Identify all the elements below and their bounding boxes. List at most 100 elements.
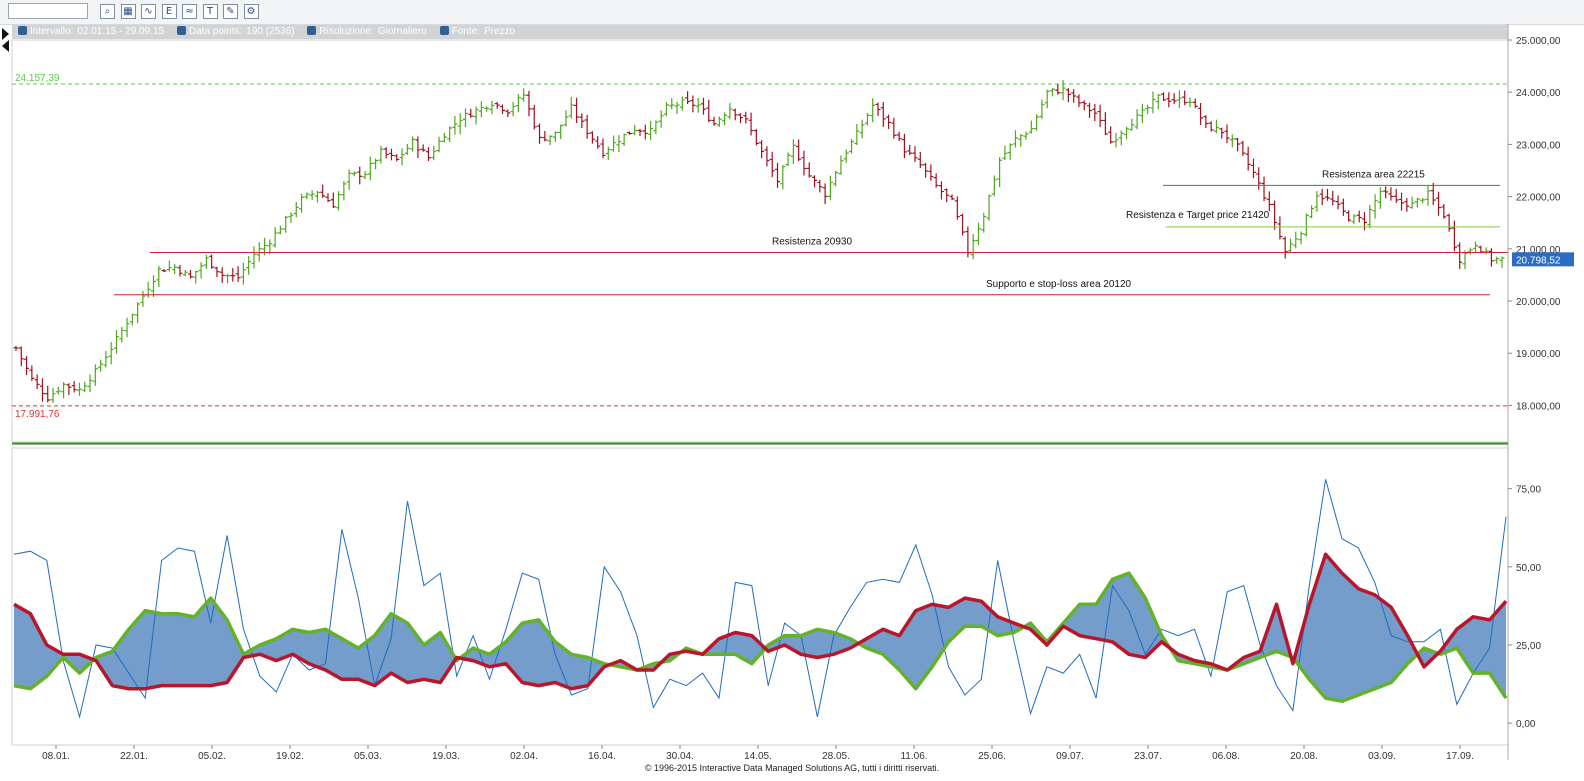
ohlc-bar (277, 225, 283, 235)
ohlc-bar (1393, 188, 1399, 203)
ohlc-bar (119, 326, 125, 343)
ohlc-bar (1266, 191, 1272, 212)
ohlc-bar (949, 194, 955, 201)
xtick-label: 28.05. (822, 751, 850, 762)
ohlc-bar (1049, 88, 1055, 97)
ohlc-bar (1372, 194, 1378, 219)
ohlc-bar (870, 98, 876, 123)
ohlc-bar (1261, 176, 1267, 202)
ohlc-bar (616, 134, 622, 153)
compare-icon[interactable]: ≈ (182, 4, 197, 19)
xtick-label: 17.09. (1446, 751, 1474, 762)
price-ytick-label: 25.000,00 (1516, 36, 1561, 47)
ohlc-bar (410, 136, 416, 152)
ohlc-bar (637, 128, 643, 136)
high-value-label: 24.157,39 (15, 73, 60, 84)
ohlc-bar (690, 95, 696, 113)
ohlc-bar (568, 97, 574, 119)
dmi-legend[interactable]: DMI (14) (12, 452, 66, 463)
ohlc-bar (378, 145, 384, 164)
zoom-icon[interactable]: ⌕ (100, 4, 115, 19)
ohlc-bar (1309, 205, 1315, 219)
ohlc-bar (1044, 89, 1050, 109)
ohlc-bar (923, 162, 929, 178)
ohlc-bar (1245, 146, 1251, 171)
ohlc-bar (478, 101, 484, 118)
ohlc-bar (1124, 126, 1130, 140)
ohlc-bar (859, 119, 865, 139)
ohlc-bar (166, 260, 172, 272)
ohlc-bar (1399, 192, 1405, 211)
ohlc-bar (108, 342, 114, 365)
ohlc-bar (1282, 236, 1288, 259)
ohlc-bar (1108, 126, 1114, 144)
ohlc-bar (135, 302, 141, 324)
line-chart-icon[interactable]: ∿ (141, 4, 156, 19)
ohlc-bar (764, 146, 770, 167)
ohlc-bar (854, 123, 860, 145)
ohlc-bar (172, 264, 178, 275)
resolution-icon (307, 26, 317, 35)
ohlc-bar (653, 120, 659, 134)
text-icon[interactable]: T (202, 4, 218, 19)
ohlc-bar (1097, 104, 1103, 128)
ohlc-bar (129, 313, 135, 326)
ohlc-bar (299, 193, 305, 213)
ohlc-bar (452, 115, 458, 135)
ohlc-bar (759, 140, 765, 159)
low-value-label: 17.991,76 (15, 409, 60, 420)
settings-icon[interactable]: ⚙ (243, 4, 259, 19)
indicator-icon[interactable]: E (161, 4, 177, 19)
ohlc-bar (288, 212, 294, 224)
resolution-label: Risoluzione: (319, 26, 374, 37)
ohlc-bar (330, 192, 336, 209)
note-icon[interactable]: ✎ (223, 4, 238, 19)
ohlc-bar (71, 381, 77, 393)
ohlc-bar (1166, 92, 1172, 108)
ohlc-bar (901, 133, 907, 159)
ohlc-bar (18, 346, 24, 367)
collapse-left-icon[interactable] (2, 28, 9, 40)
ohlc-bar (1356, 210, 1362, 223)
ohlc-bar (515, 93, 521, 113)
chart-type-icon[interactable]: ▦ (120, 4, 136, 19)
price-ytick-label: 19.000,00 (1516, 349, 1561, 360)
ohlc-bar (1087, 102, 1093, 118)
symbol-input[interactable] (8, 3, 88, 19)
ohlc-bar (1060, 80, 1066, 101)
ohlc-bar (542, 131, 548, 142)
ohlc-bar (1250, 158, 1256, 179)
price-legend[interactable]: FTSE MIB (14, 41, 75, 52)
xtick-label: 23.07. (1134, 751, 1162, 762)
ohlc-bar (960, 213, 966, 236)
ohlc-bar (891, 117, 897, 139)
ohlc-bar (373, 158, 379, 170)
close-indicator-button[interactable]: x (1493, 449, 1507, 462)
ohlc-bar (547, 135, 553, 146)
ohlc-bar (648, 121, 654, 141)
ohlc-bar (1034, 114, 1040, 131)
ohlc-bar (1451, 220, 1457, 252)
ohlc-bar (177, 265, 183, 277)
ohlc-bar (700, 97, 706, 115)
ohlc-bar (1192, 98, 1198, 108)
ohlc-bar (843, 149, 849, 163)
ohlc-bar (1367, 204, 1373, 229)
ohlc-bar (203, 254, 209, 269)
ohlc-bar (737, 113, 743, 124)
ohlc-bar (732, 108, 738, 121)
xtick-label: 25.06. (978, 751, 1006, 762)
ohlc-bar (722, 112, 728, 126)
ohlc-bar (441, 132, 447, 143)
ohlc-bar (320, 184, 326, 198)
ohlc-bar (362, 171, 368, 180)
ohlc-bar (986, 194, 992, 221)
ohlc-bar (933, 173, 939, 188)
expand-left-icon[interactable] (2, 40, 9, 52)
ohlc-bar (1118, 130, 1124, 146)
plus-di-line (13, 571, 1508, 703)
interval-label: Intervallo: (30, 26, 74, 37)
ohlc-bar (748, 112, 754, 136)
ohlc-bar (1229, 134, 1235, 148)
